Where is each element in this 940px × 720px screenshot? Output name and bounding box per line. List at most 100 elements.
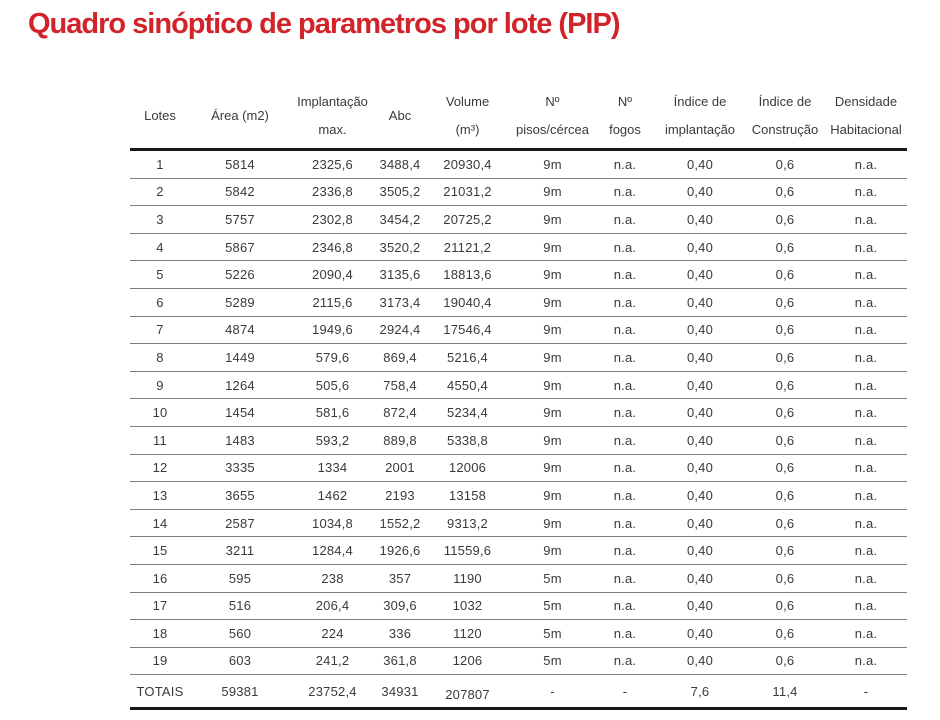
table-row-lote-9: 9 1264 505,6 758,4 4550,4 9m n.a. 0,40 0,6 n.a.: [130, 371, 907, 400]
cell-implantacao-max: 206,4: [290, 592, 375, 621]
column-header-line: Habitacional: [830, 122, 902, 137]
cell-n-fogos: n.a.: [595, 233, 655, 262]
column-header-implantacao-max: Implantação max.: [290, 84, 375, 151]
cell-densidade-habitacional: n.a.: [825, 288, 907, 317]
cell-implantacao-max: 1949,6: [290, 316, 375, 345]
cell-volume: 20930,4: [425, 149, 510, 179]
cell-volume: 20725,2: [425, 205, 510, 234]
cell-n-pisos-cercea: 9m: [510, 536, 595, 565]
cell-abc: 3520,2: [375, 233, 425, 262]
page-title: Quadro sinóptico de parametros por lote …: [28, 8, 620, 40]
cell-indice-implantacao: 0,40: [655, 343, 745, 372]
cell-area: 5842: [190, 178, 290, 207]
column-header-line: Índice de: [673, 94, 727, 109]
cell-indice-implantacao: 0,40: [655, 205, 745, 234]
cell-implantacao-max: 505,6: [290, 371, 375, 400]
column-header-lotes: Lotes: [130, 84, 190, 151]
cell-area: 5867: [190, 233, 290, 262]
cell-lotes: 4: [130, 233, 190, 262]
cell-indice-implantacao: 0,40: [655, 316, 745, 345]
cell-volume: 5234,4: [425, 398, 510, 427]
cell-n-pisos-cercea: 9m: [510, 288, 595, 317]
cell-area: 4874: [190, 316, 290, 345]
cell-n-pisos-cercea: 5m: [510, 592, 595, 621]
cell-n-pisos-cercea: 9m: [510, 426, 595, 455]
cell-densidade-habitacional: n.a.: [825, 398, 907, 427]
cell-area: 2587: [190, 509, 290, 538]
column-header-line: max.: [318, 122, 347, 137]
cell-lotes: 11: [130, 426, 190, 455]
cell-n-pisos-cercea: 9m: [510, 481, 595, 510]
table-row-lote-4: 4 5867 2346,8 3520,2 21121,2 9m n.a. 0,40 0,6 n.a…: [130, 233, 907, 262]
cell-abc: 872,4: [375, 398, 425, 427]
cell-n-fogos: n.a.: [595, 454, 655, 483]
cell-densidade-habitacional: n.a.: [825, 149, 907, 179]
totals-cell-area: 59381: [190, 674, 290, 711]
table-row-lote-7: 7 4874 1949,6 2924,4 17546,4 9m n.a. 0,40 0,6 n.a…: [130, 316, 907, 345]
cell-indice-construcao: 0,6: [745, 619, 825, 648]
table-row-lote-15: 15 3211 1284,4 1926,6 11559,6 9m n.a. 0,40 0,6 n.…: [130, 536, 907, 565]
cell-n-fogos: n.a.: [595, 647, 655, 676]
cell-volume: 5216,4: [425, 343, 510, 372]
cell-implantacao-max: 238: [290, 564, 375, 593]
column-header-line: Volume: [445, 94, 490, 109]
table-row-lote-18: 18 560 224 336 1120 5m n.a. 0,40 0,6 n.a.: [130, 619, 907, 648]
cell-lotes: 12: [130, 454, 190, 483]
totals-cell-abc: 34931: [375, 674, 425, 711]
cell-n-pisos-cercea: 9m: [510, 343, 595, 372]
column-header-volume: Volume (m³): [425, 84, 510, 151]
cell-area: 5289: [190, 288, 290, 317]
pip-table: Lotes Área (m2) Implantação max. Abc Volume (m…: [130, 84, 907, 711]
cell-indice-construcao: 0,6: [745, 647, 825, 676]
cell-abc: 3488,4: [375, 149, 425, 179]
cell-densidade-habitacional: n.a.: [825, 592, 907, 621]
cell-area: 3211: [190, 536, 290, 565]
cell-implantacao-max: 593,2: [290, 426, 375, 455]
cell-n-fogos: n.a.: [595, 426, 655, 455]
column-header-line: Lotes: [144, 108, 176, 123]
totals-cell-indice-construcao: 11,4: [745, 674, 825, 711]
cell-volume: 1190: [425, 564, 510, 593]
cell-densidade-habitacional: n.a.: [825, 481, 907, 510]
cell-n-pisos-cercea: 9m: [510, 454, 595, 483]
totals-cell-n-pisos-cercea: -: [510, 674, 595, 711]
cell-n-fogos: n.a.: [595, 481, 655, 510]
totals-cell-volume: 207807: [425, 674, 510, 711]
cell-abc: 1552,2: [375, 509, 425, 538]
cell-indice-construcao: 0,6: [745, 564, 825, 593]
cell-indice-implantacao: 0,40: [655, 260, 745, 289]
table-row-lote-16: 16 595 238 357 1190 5m n.a. 0,40 0,6 n.a.: [130, 564, 907, 593]
cell-lotes: 15: [130, 536, 190, 565]
cell-abc: 889,8: [375, 426, 425, 455]
cell-volume: 12006: [425, 454, 510, 483]
cell-indice-construcao: 0,6: [745, 481, 825, 510]
cell-volume: 19040,4: [425, 288, 510, 317]
cell-area: 560: [190, 619, 290, 648]
cell-densidade-habitacional: n.a.: [825, 233, 907, 262]
cell-volume: 9313,2: [425, 509, 510, 538]
table-row-lote-8: 8 1449 579,6 869,4 5216,4 9m n.a. 0,40 0,6 n.a.: [130, 343, 907, 372]
cell-n-pisos-cercea: 9m: [510, 149, 595, 179]
cell-abc: 3173,4: [375, 288, 425, 317]
cell-implantacao-max: 1284,4: [290, 536, 375, 565]
cell-indice-implantacao: 0,40: [655, 481, 745, 510]
cell-lotes: 7: [130, 316, 190, 345]
cell-implantacao-max: 2302,8: [290, 205, 375, 234]
cell-implantacao-max: 2346,8: [290, 233, 375, 262]
cell-area: 603: [190, 647, 290, 676]
cell-lotes: 3: [130, 205, 190, 234]
cell-indice-construcao: 0,6: [745, 316, 825, 345]
cell-lotes: 18: [130, 619, 190, 648]
cell-abc: 869,4: [375, 343, 425, 372]
header-row: Lotes Área (m2) Implantação max. Abc Volume (m…: [130, 84, 907, 151]
cell-volume: 4550,4: [425, 371, 510, 400]
cell-implantacao-max: 2115,6: [290, 288, 375, 317]
pip-table-header: Lotes Área (m2) Implantação max. Abc Volume (m…: [130, 84, 907, 151]
cell-implantacao-max: 1462: [290, 481, 375, 510]
cell-densidade-habitacional: n.a.: [825, 178, 907, 207]
cell-lotes: 10: [130, 398, 190, 427]
column-header-n-pisos-cercea: Nº pisos/cércea: [510, 84, 595, 151]
column-header-line: Área (m2): [211, 108, 269, 123]
cell-indice-implantacao: 0,40: [655, 398, 745, 427]
cell-abc: 3454,2: [375, 205, 425, 234]
